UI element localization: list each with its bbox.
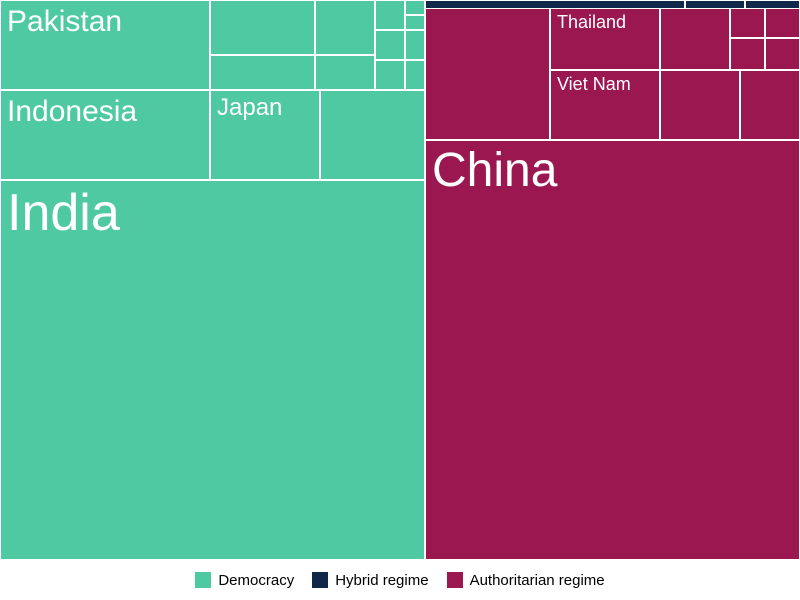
cell-auth-f — [765, 8, 800, 38]
cell-auth-b — [660, 8, 730, 70]
cell-auth-d — [740, 70, 800, 140]
legend-label: Hybrid regime — [335, 572, 428, 589]
legend-label: Authoritarian regime — [470, 572, 605, 589]
treemap: India PakistanIndonesiaJapan China Thailand… — [0, 0, 800, 560]
cell-dem-c — [210, 55, 315, 90]
cell-auth-h — [765, 38, 800, 70]
legend: Democracy Hybrid regime Authoritarian re… — [0, 560, 800, 600]
legend-label: Democracy — [218, 572, 294, 589]
cell-dem-k — [405, 30, 425, 60]
cell-japan: Japan — [210, 90, 320, 180]
cell-dem-d — [315, 0, 375, 55]
cell-dem-f — [375, 0, 405, 30]
cell-dem-a — [320, 90, 425, 180]
legend-item-democracy: Democracy — [195, 572, 294, 589]
chart-container: India PakistanIndonesiaJapan China Thailand… — [0, 0, 800, 600]
cell-indonesia: Indonesia — [0, 90, 210, 180]
legend-swatch-democracy — [195, 572, 211, 588]
cell-dem-i — [405, 0, 425, 15]
cell-auth-c — [660, 70, 740, 140]
cell-dem-g — [375, 30, 405, 60]
cell-viet-nam: Viet Nam — [550, 70, 660, 140]
cell-dem-e — [315, 55, 375, 90]
legend-swatch-hybrid — [312, 572, 328, 588]
cell-dem-j — [405, 15, 425, 30]
cell-auth-a — [425, 8, 550, 140]
cell-india: India — [0, 180, 425, 560]
cell-auth-g — [730, 38, 765, 70]
cell-dem-b — [210, 0, 315, 55]
cell-auth-e — [730, 8, 765, 38]
legend-item-hybrid: Hybrid regime — [312, 572, 428, 589]
cell-dem-h — [375, 60, 405, 90]
cell-thailand: Thailand — [550, 8, 660, 70]
legend-swatch-authoritarian — [447, 572, 463, 588]
cell-china: China — [425, 140, 800, 560]
cell-dem-l — [405, 60, 425, 90]
cell-pakistan: Pakistan — [0, 0, 210, 90]
legend-item-authoritarian: Authoritarian regime — [447, 572, 605, 589]
